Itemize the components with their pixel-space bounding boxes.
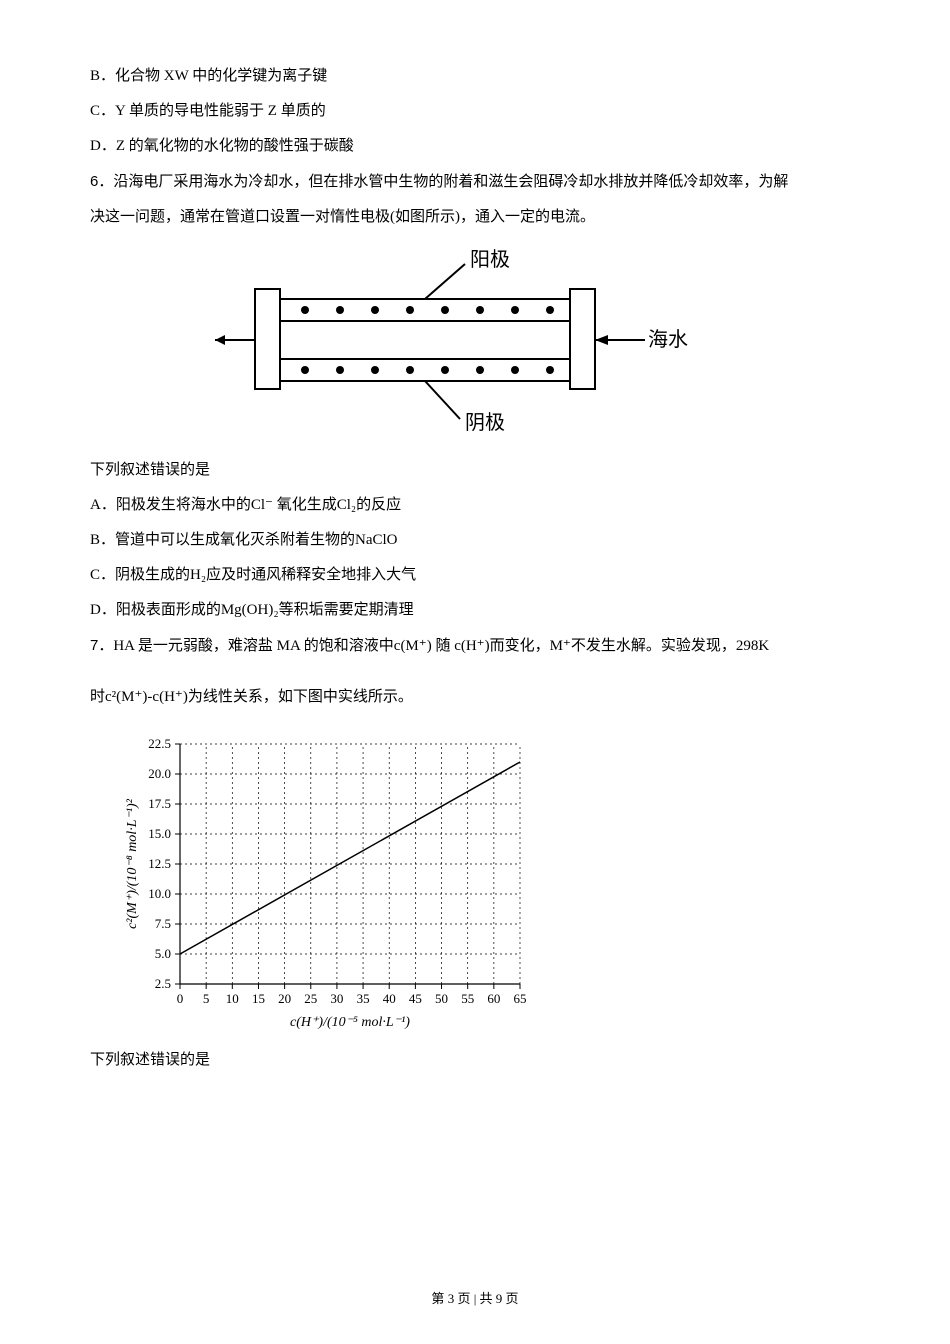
q6-option-a: A．阳极发生将海水中的Cl⁻ 氧化生成Cl₂的反应 xyxy=(90,489,860,522)
q7-s2-p1: 时 xyxy=(90,689,105,705)
q7-stem-line2: 时c²(M⁺)-c(H⁺)为线性关系，如下图中实线所示。 xyxy=(90,681,860,714)
q6-b-prefix: B．管道中可以生成氧化灭杀附着生物的 xyxy=(90,532,355,548)
svg-text:55: 55 xyxy=(461,991,474,1006)
q6-d-prefix: D．阳极表面形成的 xyxy=(90,602,221,618)
q6-option-d: D．阳极表面形成的Mg(OH)₂等积垢需要定期清理 xyxy=(90,594,860,627)
q5-option-d: D．Z 的氧化物的水化物的酸性强于碳酸 xyxy=(90,130,860,163)
q6-a-prefix: A．阳极发生将海水中的 xyxy=(90,497,251,513)
q6-c-prefix: C．阴极生成的 xyxy=(90,567,190,583)
footer-p1: 第 xyxy=(431,1291,447,1306)
footer-p3: 页 xyxy=(502,1291,518,1306)
electrode-diagram: 阳极 阴极 海水 xyxy=(210,244,690,444)
q6-d-suffix: 等积垢需要定期清理 xyxy=(279,602,414,618)
svg-text:20.0: 20.0 xyxy=(148,766,171,781)
q6-option-c: C．阴极生成的H₂应及时通风稀释安全地排入大气 xyxy=(90,559,860,592)
svg-text:12.5: 12.5 xyxy=(148,856,171,871)
q6-a-f2: Cl₂ xyxy=(337,497,356,513)
q6-stem-line2: 决这一问题，通常在管道口设置一对惰性电极(如图所示)，通入一定的电流。 xyxy=(90,201,860,234)
q6-a-mid: 氧化生成 xyxy=(273,497,337,513)
q6-a-f1: Cl⁻ xyxy=(251,497,273,513)
q7-f3: 298K xyxy=(736,638,769,654)
svg-text:17.5: 17.5 xyxy=(148,796,171,811)
anode-label: 阳极 xyxy=(470,248,510,271)
q7-s2-p2: 为线性关系，如下图中实线所示。 xyxy=(188,689,413,705)
q6-stem-line1: 6．沿海电厂采用海水为冷却水，但在排水管中生物的附着和滋生会阻碍冷却水排放并降低… xyxy=(90,165,860,199)
svg-text:5: 5 xyxy=(203,991,210,1006)
q7-f1: c(M⁺) xyxy=(394,638,432,654)
q6-stem-text1: ．沿海电厂采用海水为冷却水，但在排水管中生物的附着和滋生会阻碍冷却水排放并降低冷… xyxy=(98,174,788,190)
page-footer: 第 3 页 | 共 9 页 xyxy=(0,1285,950,1314)
q7-s2-f1: c²(M⁺)-c(H⁺) xyxy=(105,689,188,705)
q7-prompt: 下列叙述错误的是 xyxy=(90,1044,860,1077)
q6-option-b: B．管道中可以生成氧化灭杀附着生物的NaClO xyxy=(90,524,860,557)
q7-p2: 随 c(H⁺)而变化， xyxy=(432,638,550,654)
svg-text:30: 30 xyxy=(330,991,343,1006)
seawater-label: 海水 xyxy=(648,328,688,351)
q6-prompt: 下列叙述错误的是 xyxy=(90,454,860,487)
cathode-label: 阴极 xyxy=(465,411,505,434)
q6-d-f1: Mg(OH)₂ xyxy=(221,602,279,618)
q7-stem-line1: 7．HA 是一元弱酸，难溶盐 MA 的饱和溶液中c(M⁺) 随 c(H⁺)而变化… xyxy=(90,629,860,663)
svg-text:15: 15 xyxy=(252,991,265,1006)
svg-text:2.5: 2.5 xyxy=(155,976,171,991)
q6-c-f1: H₂ xyxy=(190,567,206,583)
svg-text:7.5: 7.5 xyxy=(155,916,171,931)
svg-text:0: 0 xyxy=(177,991,184,1006)
q6-c-suffix: 应及时通风稀释安全地排入大气 xyxy=(206,567,416,583)
svg-text:20: 20 xyxy=(278,991,291,1006)
svg-text:10.0: 10.0 xyxy=(148,886,171,901)
svg-text:c(H⁺)/(10⁻⁵ mol·L⁻¹): c(H⁺)/(10⁻⁵ mol·L⁻¹) xyxy=(290,1015,410,1030)
q6-a-suffix: 的反应 xyxy=(356,497,401,513)
footer-p2: 页 | 共 xyxy=(454,1291,496,1306)
svg-text:65: 65 xyxy=(514,991,527,1006)
q7-f2: M⁺ xyxy=(550,638,571,654)
svg-text:50: 50 xyxy=(435,991,448,1006)
svg-text:22.5: 22.5 xyxy=(148,736,171,751)
svg-text:10: 10 xyxy=(226,991,239,1006)
svg-text:5.0: 5.0 xyxy=(155,946,171,961)
svg-text:40: 40 xyxy=(383,991,396,1006)
q7-chart: 0 5 10 15 20 25 30 35 40 45 50 55 60 65 2.5 5.0 7.5 10.0 1… xyxy=(120,724,540,1034)
q7-p3: 不发生水解。实验发现， xyxy=(571,638,736,654)
q7-p1: ．HA 是一元弱酸，难溶盐 MA 的饱和溶液中 xyxy=(98,638,393,654)
svg-text:25: 25 xyxy=(304,991,317,1006)
svg-text:60: 60 xyxy=(487,991,500,1006)
q5-option-b: B．化合物 XW 中的化学键为离子键 xyxy=(90,60,860,93)
svg-text:15.0: 15.0 xyxy=(148,826,171,841)
svg-text:45: 45 xyxy=(409,991,422,1006)
svg-text:c²(M⁺)/(10⁻⁸ mol·L⁻¹)²: c²(M⁺)/(10⁻⁸ mol·L⁻¹)² xyxy=(125,798,140,929)
svg-text:35: 35 xyxy=(357,991,370,1006)
q6-b-f1: NaClO xyxy=(355,532,398,548)
q5-option-c: C．Y 单质的导电性能弱于 Z 单质的 xyxy=(90,95,860,128)
